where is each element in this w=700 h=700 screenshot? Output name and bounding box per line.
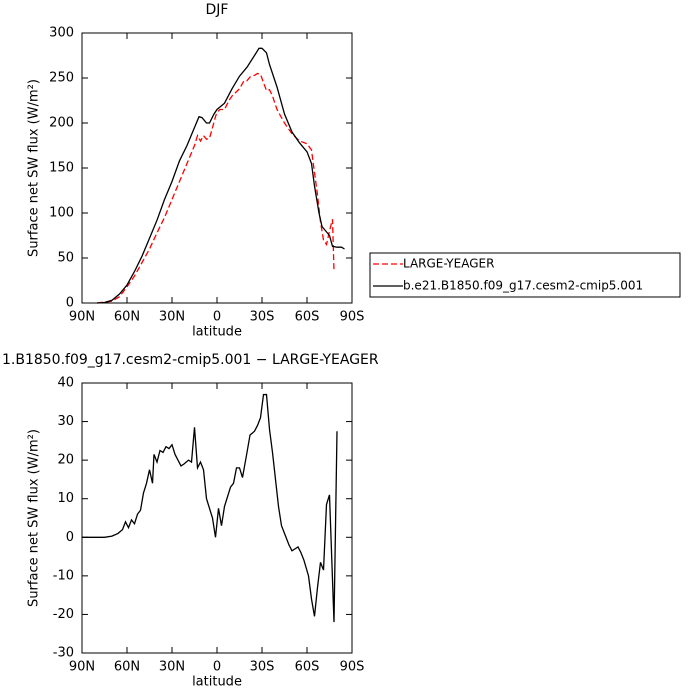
x-axis-label: latitude [192,325,242,340]
legend-label: LARGE-YEAGER [403,257,494,271]
y-tick-label: 20 [57,453,74,468]
x-tick-label: 90N [69,660,95,675]
y-tick-label: 50 [57,251,74,266]
y-tick-label: 40 [57,376,74,391]
x-tick-label: 90N [69,310,95,325]
x-tick-label: 60S [295,310,320,325]
x-axis-label: latitude [192,675,242,690]
x-tick-label: 30N [159,660,185,675]
y-tick-label: -10 [53,568,74,583]
data-line [96,72,335,304]
y-tick-label: 200 [49,116,74,131]
y-tick-label: 300 [49,26,74,41]
x-tick-label: 90S [340,310,365,325]
y-tick-label: 0 [66,530,74,545]
legend-label: b.e21.B1850.f09_g17.cesm2-cmip5.001 [403,279,643,293]
chart-title: 1.B1850.f09_g17.cesm2-cmip5.001 − LARGE-… [2,352,379,368]
y-tick-label: -20 [53,607,74,622]
y-tick-label: 30 [57,414,74,429]
x-tick-label: 60S [295,660,320,675]
data-line [96,47,345,304]
x-tick-label: 60N [114,310,140,325]
y-tick-label: 250 [49,71,74,86]
y-axis-label: Surface net SW flux (W/m²) [27,79,42,257]
y-axis-label: Surface net SW flux (W/m²) [27,429,42,607]
x-tick-label: 30N [159,310,185,325]
x-tick-label: 60N [114,660,140,675]
y-tick-label: 10 [57,491,74,506]
data-line [82,393,338,623]
chart-title: DJF [206,2,229,18]
legend-box [369,252,681,298]
x-tick-label: 30S [250,310,275,325]
y-tick-label: -30 [53,646,74,661]
x-tick-label: 0 [213,660,221,675]
y-tick-label: 0 [66,296,74,311]
y-tick-label: 100 [49,206,74,221]
y-tick-label: 150 [49,161,74,176]
x-tick-label: 30S [250,660,275,675]
x-tick-label: 90S [340,660,365,675]
x-tick-label: 0 [213,310,221,325]
